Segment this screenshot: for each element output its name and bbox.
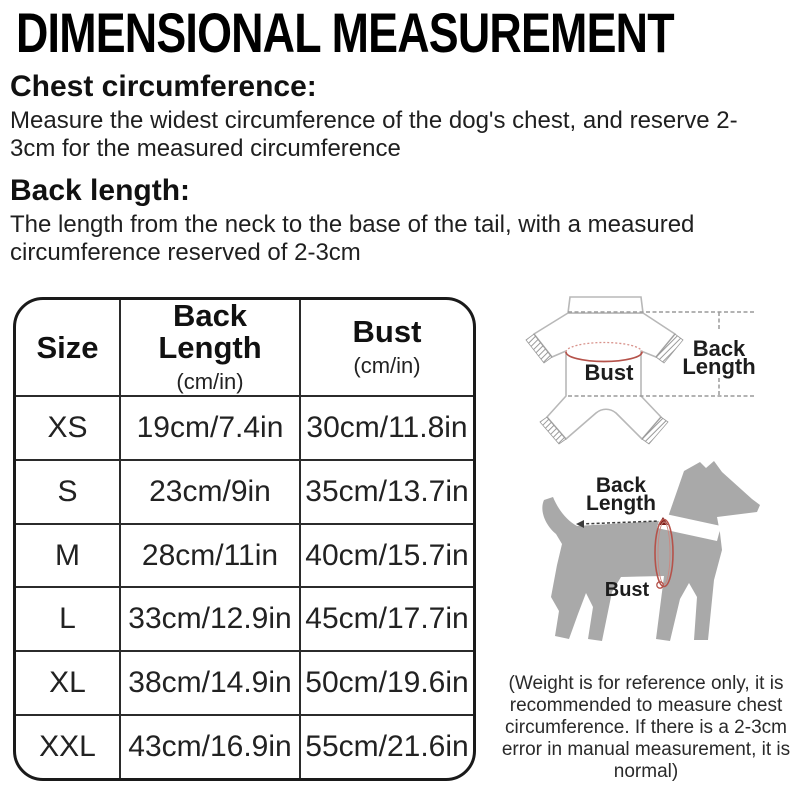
garment-sleeve-cuff-right <box>655 333 684 364</box>
dog-bust-ellipse <box>654 518 674 588</box>
dog-collar-band <box>657 513 721 541</box>
dog-silhouette <box>542 461 760 641</box>
cell-size: XXL <box>16 716 121 778</box>
cell-bust: 50cm/19.6in <box>305 666 469 700</box>
garment-leg-cuff-right <box>641 416 669 445</box>
header-bust: Bust (cm/in) <box>301 300 473 395</box>
cell-size: XL <box>16 652 121 715</box>
header-size: Size <box>16 300 121 395</box>
garment-sleeve-cuff-left <box>525 333 553 364</box>
cell-bust: 30cm/11.8in <box>306 410 468 444</box>
cell-back-length: 38cm/14.9in <box>121 652 301 715</box>
table-row: XXL 43cm/16.9in 55cm/21.6in <box>16 716 473 778</box>
header-size-label: Size <box>36 329 99 365</box>
cell-bust: 40cm/15.7in <box>305 538 469 572</box>
cell-size: M <box>16 524 121 587</box>
garment-bust-ellipse-top <box>565 341 643 353</box>
header-back-length-label: Back Length <box>158 298 262 365</box>
header-back-length: Back Length (cm/in) <box>121 300 301 395</box>
chest-circumference-text: Measure the widest circumference of the … <box>10 107 738 162</box>
dog-back-length-line <box>580 520 660 525</box>
cell-back-length: 23cm/9in <box>121 460 301 523</box>
garment-bust-ellipse-bottom <box>565 351 643 363</box>
table-row: S 23cm/9in 35cm/13.7in <box>16 460 473 525</box>
dog-back-length-arrow-left <box>576 520 584 528</box>
header-bust-unit: (cm/in) <box>353 352 421 378</box>
header-back-length-unit: (cm/in) <box>176 368 244 394</box>
cell-back-length: 33cm/12.9in <box>121 588 301 651</box>
dog-back-length-label-line1: Back <box>596 474 647 497</box>
garment-back-length-label-line2: Length <box>682 354 755 379</box>
chest-circumference-heading: Chest circumference: <box>10 70 317 103</box>
garment-outline <box>533 312 676 440</box>
cell-size: L <box>16 588 121 651</box>
size-table: Size Back Length (cm/in) Bust (cm/in) XS… <box>13 297 476 781</box>
table-header-row: Size Back Length (cm/in) Bust (cm/in) <box>16 300 473 397</box>
cell-size: XS <box>16 397 121 459</box>
table-row: XL 38cm/14.9in 50cm/19.6in <box>16 652 473 717</box>
dog-bust-ellipse-loop <box>656 581 664 589</box>
garment-collar <box>567 296 644 314</box>
garment-leg-cuff-left <box>539 416 567 445</box>
cell-bust: 45cm/17.7in <box>305 602 469 636</box>
table-row: L 33cm/12.9in 45cm/17.7in <box>16 588 473 653</box>
measurement-note: (Weight is for reference only, it is rec… <box>501 673 791 782</box>
table-row: M 28cm/11in 40cm/15.7in <box>16 524 473 589</box>
back-length-text: The length from the neck to the base of … <box>10 211 695 266</box>
back-length-heading: Back length: <box>10 174 191 207</box>
garment-bust-label: Bust <box>585 360 635 385</box>
cell-back-length: 28cm/11in <box>121 524 301 587</box>
dog-bust-label: Bust <box>605 579 650 601</box>
table-row: XS 19cm/7.4in 30cm/11.8in <box>16 397 473 461</box>
cell-bust: 55cm/21.6in <box>305 730 469 764</box>
page-title: DIMENSIONAL MEASUREMENT <box>16 1 675 64</box>
garment-back-length-label-line1: Back <box>693 336 746 361</box>
measurement-diagrams: Bust Back Length Back Length Bust <box>525 296 760 641</box>
dog-diagram: Back Length Bust <box>542 461 760 641</box>
cell-back-length: 19cm/7.4in <box>121 397 301 459</box>
garment-diagram: Bust Back Length <box>525 296 756 445</box>
cell-bust: 35cm/13.7in <box>305 474 469 508</box>
header-bust-label: Bust <box>352 314 422 350</box>
cell-size: S <box>16 460 121 523</box>
cell-back-length: 43cm/16.9in <box>121 716 301 778</box>
dog-bust-ellipse-inner <box>657 521 671 585</box>
dog-back-length-label-line2: Length <box>586 492 656 515</box>
